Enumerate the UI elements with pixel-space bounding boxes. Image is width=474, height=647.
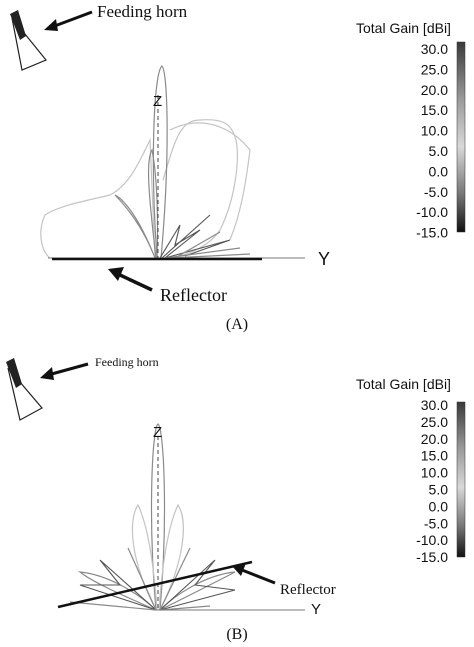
arrow xyxy=(119,273,153,292)
colorbar-label: 0.0 xyxy=(429,163,449,179)
colorbar-labels: 30.025.020.015.010.05.00.0-5.0-10.0-15.0 xyxy=(416,397,448,565)
lobe xyxy=(78,571,236,611)
lobe xyxy=(79,559,236,611)
arrow-head xyxy=(44,19,58,31)
axis-z-label: Z xyxy=(153,424,162,441)
lobe xyxy=(169,122,251,241)
axis-y-label: Y xyxy=(311,601,321,618)
reflector-label: Reflector xyxy=(160,285,227,305)
reflector-label: Reflector xyxy=(280,582,336,598)
colorbar xyxy=(456,401,466,558)
reflector xyxy=(57,560,253,609)
lobe xyxy=(40,137,156,259)
colorbar-title: Total Gain [dBi] xyxy=(356,376,451,392)
colorbar-label: -5.0 xyxy=(424,184,448,200)
colorbar-label: 25.0 xyxy=(421,414,448,430)
colorbar-label: 20.0 xyxy=(421,82,448,98)
colorbar-labels: 30.0 25.0 20.0 15.0 10.0 5.0 0.0 -5.0 -10.0 -15.0 xyxy=(416,41,448,241)
colorbar-label: 30.0 xyxy=(421,41,448,57)
colorbar-title: Total Gain [dBi] xyxy=(356,20,451,36)
colorbar-label: -15.0 xyxy=(416,225,448,241)
arrow-head xyxy=(108,267,124,281)
horn-cone xyxy=(7,367,43,421)
lobe xyxy=(162,119,238,259)
lobe xyxy=(147,148,159,259)
colorbar-label: 30.0 xyxy=(421,397,448,413)
horn-cone xyxy=(11,17,47,71)
panel-b: Feeding horn Z Y Reflector (B) Total Gai… xyxy=(6,355,466,643)
colorbar-label: -10.0 xyxy=(416,532,448,548)
colorbar-label: -15.0 xyxy=(416,549,448,565)
colorbar-label: -10.0 xyxy=(416,204,448,220)
caption: (A) xyxy=(226,316,248,333)
colorbar-label: 5.0 xyxy=(429,482,449,498)
feed-label: Feeding horn xyxy=(95,355,159,369)
lobe xyxy=(114,194,156,259)
main-lobe xyxy=(152,65,168,259)
horn-body xyxy=(10,10,26,40)
colorbar-label: 0.0 xyxy=(429,498,449,514)
colorbar-label: -5.0 xyxy=(424,515,448,531)
lobe xyxy=(164,231,251,259)
colorbar-label: 10.0 xyxy=(421,123,448,139)
horn-body xyxy=(6,358,22,388)
lobe xyxy=(131,503,184,611)
lobe xyxy=(159,214,231,259)
colorbar-label: 15.0 xyxy=(421,448,448,464)
caption: (B) xyxy=(226,626,247,643)
arrow-head xyxy=(232,563,246,576)
main-lobe xyxy=(150,423,166,611)
arrow xyxy=(47,362,89,377)
axis-z-label: Z xyxy=(153,93,162,110)
colorbar-label: 5.0 xyxy=(429,143,449,159)
colorbar xyxy=(456,41,466,233)
colorbar-label: 15.0 xyxy=(421,102,448,118)
arrow-head xyxy=(40,367,54,380)
colorbar-label: 25.0 xyxy=(421,61,448,77)
axis-y-label: Y xyxy=(318,249,330,269)
arrow xyxy=(241,568,276,585)
arrow xyxy=(51,10,93,29)
feed-label: Feeding horn xyxy=(97,2,188,21)
colorbar-label: 20.0 xyxy=(421,431,448,447)
panel-a: Feeding horn Z Y Reflector (A) Total Gai… xyxy=(10,2,466,333)
colorbar-label: 10.0 xyxy=(421,465,448,481)
